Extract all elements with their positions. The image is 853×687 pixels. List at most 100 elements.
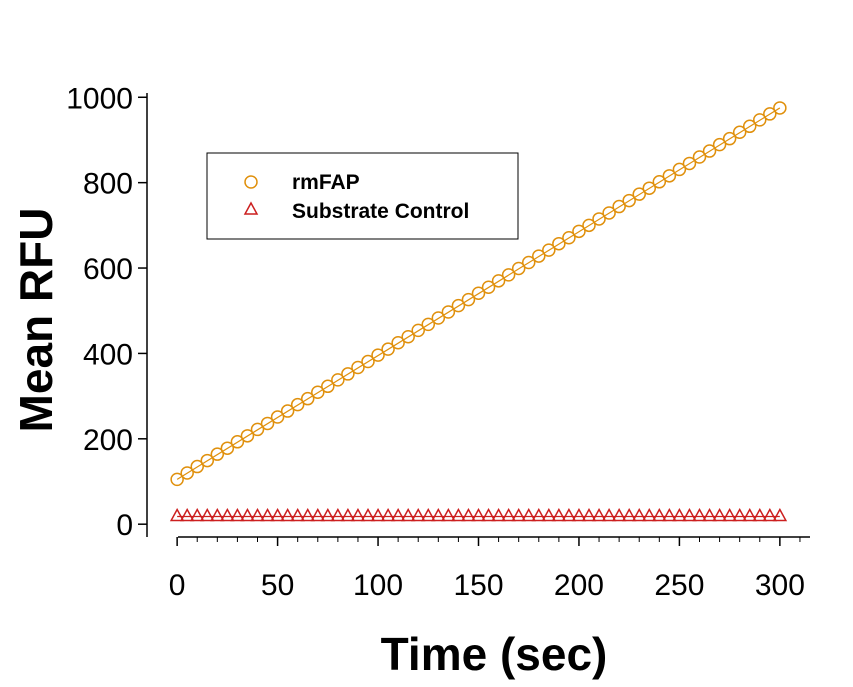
data-point: [240, 429, 255, 443]
data-point: [361, 354, 375, 369]
data-point: [381, 342, 395, 356]
data-point: [340, 507, 356, 522]
data-point: [401, 330, 415, 344]
x-minor-ticks: [196, 537, 801, 542]
y-tick-label: 200: [83, 424, 133, 457]
data-point: [702, 144, 717, 158]
data-point: [632, 187, 646, 201]
legend-box: [206, 152, 519, 240]
data-point: [180, 466, 194, 480]
data-point: [501, 507, 516, 522]
y-tick-label: 1000: [66, 82, 133, 115]
data-point: [612, 199, 626, 214]
x-tick-labels: 0 50 100 150 200 250 300: [169, 569, 805, 602]
data-point: [672, 162, 687, 177]
data-point: [341, 367, 355, 381]
data-point: [411, 323, 425, 338]
data-point: [290, 507, 305, 522]
data-point: [471, 286, 486, 300]
data-point: [451, 507, 466, 522]
data-point: [421, 507, 436, 522]
data-point: [280, 507, 295, 522]
data-point: [230, 435, 245, 449]
data-point: [521, 507, 536, 522]
data-point: [742, 507, 757, 522]
x-tick-label: 150: [453, 569, 503, 602]
data-point: [732, 125, 747, 140]
data-point: [179, 507, 195, 522]
series-1: [169, 507, 788, 522]
data-point: [582, 218, 596, 233]
data-point: [763, 107, 777, 121]
data-point: [350, 507, 366, 522]
series-0: [170, 101, 787, 487]
data-point: [572, 224, 586, 239]
data-point: [351, 360, 365, 375]
data-point: [621, 507, 637, 522]
data-point: [642, 507, 657, 522]
data-point: [290, 397, 305, 412]
data-point: [421, 317, 436, 332]
data-point: [220, 507, 235, 522]
legend-marker-substrate-control: [243, 201, 259, 215]
data-point: [431, 507, 446, 522]
data-point: [320, 507, 336, 522]
data-point: [702, 507, 717, 522]
data-point: [390, 507, 406, 522]
data-point: [270, 410, 285, 424]
x-tick-label: 250: [654, 569, 704, 602]
data-point: [521, 255, 536, 270]
data-point: [601, 507, 617, 522]
data-point: [311, 385, 325, 400]
data-point: [491, 507, 506, 522]
data-point: [169, 507, 185, 522]
data-point: [591, 507, 607, 522]
data-point: [571, 507, 587, 522]
data-point: [642, 181, 657, 195]
data-point: [330, 507, 346, 522]
data-point: [461, 292, 476, 307]
x-major-ticks: [176, 537, 781, 546]
data-point: [652, 175, 667, 189]
x-axis-title: Time (sec): [381, 628, 608, 680]
data-point: [310, 507, 326, 522]
data-point: [220, 441, 235, 455]
data-point: [662, 169, 677, 183]
data-point: [773, 101, 787, 115]
data-point: [672, 507, 687, 522]
data-point: [451, 298, 466, 313]
data-point: [260, 416, 275, 431]
data-point: [542, 243, 556, 257]
x-tick-label: 50: [261, 569, 294, 602]
data-point: [561, 507, 577, 522]
data-point: [682, 156, 697, 171]
data-point: [511, 507, 526, 522]
data-point: [682, 507, 697, 522]
data-point: [250, 507, 265, 522]
x-tick-label: 0: [169, 569, 186, 602]
data-point: [300, 391, 315, 406]
data-point: [532, 249, 546, 263]
data-point: [190, 459, 204, 474]
data-point: [280, 404, 295, 418]
data-point: [752, 507, 768, 522]
data-point: [200, 453, 215, 468]
data-point: [762, 507, 778, 522]
y-tick-label: 600: [83, 253, 133, 286]
data-point: [250, 422, 265, 437]
data-point: [331, 373, 345, 387]
data-point: [551, 507, 567, 522]
data-point: [722, 131, 737, 146]
y-tick-label: 400: [83, 338, 133, 371]
data-point: [240, 507, 255, 522]
data-point: [481, 507, 496, 522]
data-point: [370, 507, 386, 522]
data-point: [380, 507, 396, 522]
data-point: [732, 507, 747, 522]
data-point: [360, 507, 376, 522]
data-point: [611, 507, 627, 522]
data-point: [189, 507, 205, 522]
data-point: [461, 507, 476, 522]
data-point: [742, 119, 757, 134]
